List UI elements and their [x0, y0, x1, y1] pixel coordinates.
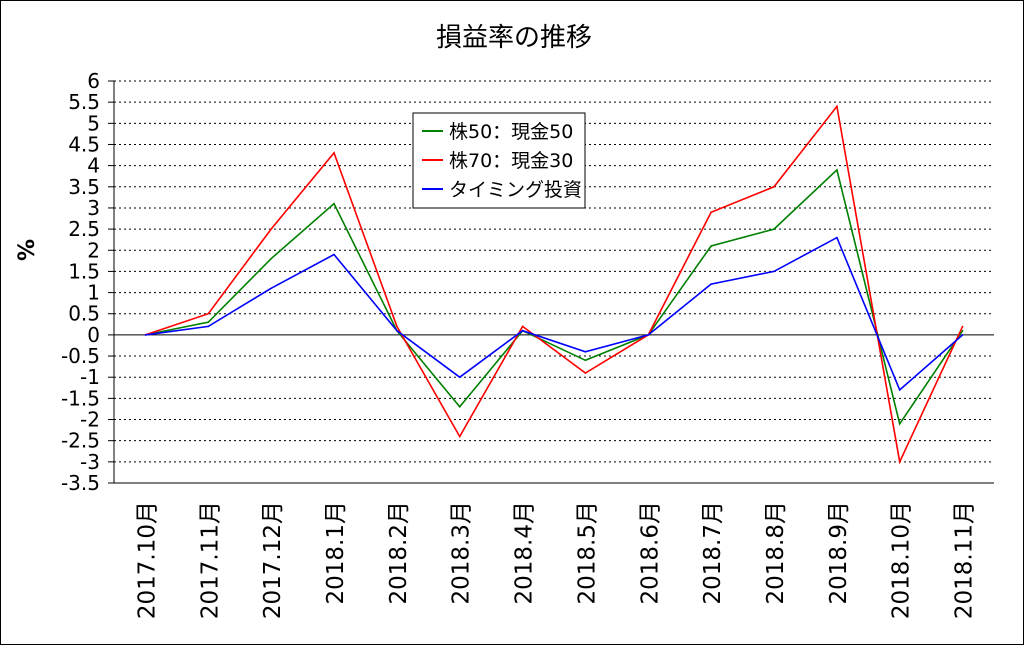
- axis-layer: [113, 81, 994, 484]
- x-tick-label: 2018.4月: [512, 501, 538, 604]
- x-tick-label: 2018.8月: [763, 501, 789, 604]
- y-tick-label: -2.5: [61, 429, 100, 453]
- data-point: [396, 325, 398, 328]
- y-tick-label: 2.5: [68, 217, 100, 241]
- y-tick-label: 2: [87, 238, 100, 262]
- legend-label-stock50: 株50：現金50: [449, 121, 573, 143]
- y-tick-label: 3: [87, 196, 100, 220]
- y-tick-label: -3: [80, 450, 100, 474]
- data-point: [584, 372, 587, 374]
- series-layer: [144, 104, 964, 465]
- data-point: [898, 422, 901, 425]
- x-tick-label: 2017.11月: [197, 501, 223, 619]
- data-point: [773, 270, 775, 273]
- data-point: [647, 334, 650, 336]
- y-tick-label: 0: [87, 323, 100, 347]
- x-tick-label: 2018.1月: [323, 501, 349, 604]
- y-tick-label: 5.5: [68, 90, 100, 114]
- chart-title: 損益率の推移: [436, 23, 592, 53]
- data-point: [207, 312, 210, 315]
- y-axis-label: %: [15, 239, 40, 261]
- y-tick-label: 1: [87, 281, 100, 305]
- data-point: [458, 376, 461, 379]
- y-ticks: 65.554.543.532.521.510.50-0.5-1-1.5-2-2.…: [61, 69, 114, 495]
- data-point: [836, 236, 838, 239]
- data-point: [207, 325, 210, 328]
- x-tick-label: 2018.7月: [700, 501, 726, 604]
- data-point: [458, 406, 461, 408]
- data-point: [710, 283, 712, 285]
- x-tick-label: 2018.5月: [574, 501, 600, 604]
- y-tick-label: 1.5: [68, 259, 100, 283]
- y-tick-label: 6: [87, 69, 100, 93]
- x-ticks: 2017.10月 2017.11月 2017.12月 2018.1月 2018.2月 20…: [134, 501, 977, 619]
- y-tick-label: 5: [87, 111, 100, 135]
- data-point: [773, 228, 775, 230]
- y-tick-label: -0.5: [61, 344, 100, 368]
- y-tick-label: 0.5: [68, 302, 100, 326]
- data-point: [710, 245, 712, 247]
- data-point: [584, 351, 587, 353]
- data-point: [898, 389, 901, 391]
- data-point: [710, 211, 712, 213]
- data-point: [961, 329, 964, 332]
- data-point: [961, 325, 964, 328]
- x-tick-label: 2018.2月: [386, 501, 412, 604]
- y-tick-label: 3.5: [68, 175, 100, 199]
- data-point: [207, 321, 210, 324]
- y-tick-label: -2: [80, 408, 100, 432]
- data-point: [521, 325, 524, 328]
- series-line-1: [145, 104, 964, 465]
- x-tick-label: 2018.9月: [826, 501, 852, 604]
- x-tick-label: 2018.11月: [952, 501, 978, 619]
- data-point: [144, 334, 147, 336]
- data-point: [961, 334, 964, 336]
- data-point: [333, 152, 335, 154]
- series-line-2: [145, 236, 964, 392]
- data-point: [270, 228, 272, 230]
- data-point: [396, 329, 398, 332]
- x-tick-label: 2018.10月: [889, 501, 915, 619]
- x-tick-label: 2018.6月: [637, 501, 663, 604]
- data-point: [773, 185, 775, 188]
- data-point: [270, 257, 272, 260]
- x-tick-label: 2018.3月: [449, 501, 475, 604]
- data-point: [270, 287, 272, 290]
- legend-label-stock70: 株70：現金30: [449, 150, 573, 172]
- data-point: [333, 253, 335, 256]
- data-point: [836, 169, 838, 171]
- y-tick-label: -3.5: [61, 471, 100, 495]
- x-tick-label: 2017.12月: [260, 501, 286, 619]
- y-tick-label: -1.5: [61, 386, 100, 410]
- data-point: [333, 202, 335, 205]
- y-tick-label: -1: [80, 365, 100, 389]
- y-tick-label: 4: [87, 154, 100, 178]
- data-point: [898, 461, 901, 463]
- data-point: [458, 435, 461, 438]
- series-line-0: [145, 168, 964, 426]
- y-tick-label: 4.5: [68, 132, 100, 156]
- data-point: [836, 105, 838, 108]
- data-point: [521, 329, 524, 332]
- legend-label-timing: タイミング投資: [449, 179, 582, 201]
- legend: 株50：現金50 株70：現金30 タイミング投資: [412, 112, 586, 209]
- data-point: [584, 359, 587, 362]
- x-tick-label: 2017.10月: [134, 501, 160, 619]
